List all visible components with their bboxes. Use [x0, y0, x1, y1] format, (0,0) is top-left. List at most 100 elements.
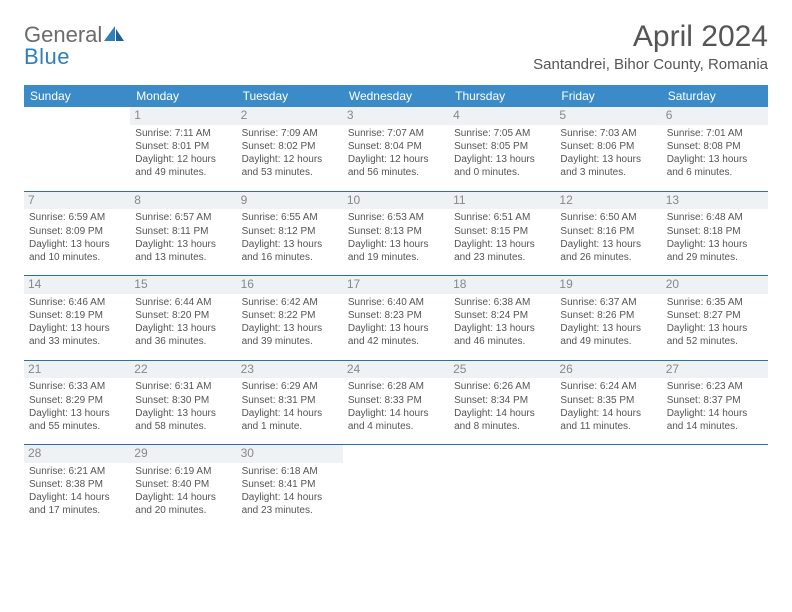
sunset-text: Sunset: 8:23 PM — [348, 309, 444, 322]
day-cell: 15Sunrise: 6:44 AMSunset: 8:20 PMDayligh… — [130, 276, 236, 360]
daylight-text: Daylight: 13 hours and 23 minutes. — [454, 238, 550, 264]
sunrise-text: Sunrise: 6:23 AM — [667, 380, 763, 393]
location: Santandrei, Bihor County, Romania — [533, 56, 768, 73]
sunrise-text: Sunrise: 6:28 AM — [348, 380, 444, 393]
sunrise-text: Sunrise: 6:29 AM — [242, 380, 338, 393]
day-cell: 26Sunrise: 6:24 AMSunset: 8:35 PMDayligh… — [555, 361, 661, 445]
day-cell: 24Sunrise: 6:28 AMSunset: 8:33 PMDayligh… — [343, 361, 449, 445]
daylight-text: Daylight: 14 hours and 8 minutes. — [454, 407, 550, 433]
sunrise-text: Sunrise: 6:33 AM — [29, 380, 125, 393]
day-cell: 9Sunrise: 6:55 AMSunset: 8:12 PMDaylight… — [237, 192, 343, 276]
month-title: April 2024 — [533, 20, 768, 54]
sunset-text: Sunset: 8:01 PM — [135, 140, 231, 153]
day-number: 27 — [662, 361, 768, 379]
day-cell: 17Sunrise: 6:40 AMSunset: 8:23 PMDayligh… — [343, 276, 449, 360]
day-number: 1 — [130, 107, 236, 125]
daylight-text: Daylight: 14 hours and 20 minutes. — [135, 491, 231, 517]
daylight-text: Daylight: 14 hours and 4 minutes. — [348, 407, 444, 433]
day-number: 7 — [24, 192, 130, 210]
day-number: 24 — [343, 361, 449, 379]
daylight-text: Daylight: 12 hours and 53 minutes. — [242, 153, 338, 179]
daylight-text: Daylight: 13 hours and 19 minutes. — [348, 238, 444, 264]
day-cell: 2Sunrise: 7:09 AMSunset: 8:02 PMDaylight… — [237, 107, 343, 191]
sunrise-text: Sunrise: 6:19 AM — [135, 465, 231, 478]
daylight-text: Daylight: 13 hours and 55 minutes. — [29, 407, 125, 433]
sunset-text: Sunset: 8:04 PM — [348, 140, 444, 153]
sunset-text: Sunset: 8:12 PM — [242, 225, 338, 238]
sunset-text: Sunset: 8:22 PM — [242, 309, 338, 322]
sunset-text: Sunset: 8:33 PM — [348, 394, 444, 407]
day-cell: 29Sunrise: 6:19 AMSunset: 8:40 PMDayligh… — [130, 445, 236, 529]
day-cell: 5Sunrise: 7:03 AMSunset: 8:06 PMDaylight… — [555, 107, 661, 191]
daylight-text: Daylight: 13 hours and 26 minutes. — [560, 238, 656, 264]
sunset-text: Sunset: 8:29 PM — [29, 394, 125, 407]
day-cell: 11Sunrise: 6:51 AMSunset: 8:15 PMDayligh… — [449, 192, 555, 276]
calendar-week: 14Sunrise: 6:46 AMSunset: 8:19 PMDayligh… — [24, 276, 768, 360]
empty-cell — [24, 107, 130, 191]
day-number: 25 — [449, 361, 555, 379]
day-cell: 3Sunrise: 7:07 AMSunset: 8:04 PMDaylight… — [343, 107, 449, 191]
logo: GeneralBlue — [24, 20, 126, 68]
empty-cell — [662, 445, 768, 529]
daylight-text: Daylight: 13 hours and 6 minutes. — [667, 153, 763, 179]
day-number: 26 — [555, 361, 661, 379]
weekday-header: Sunday — [24, 85, 130, 107]
daylight-text: Daylight: 13 hours and 42 minutes. — [348, 322, 444, 348]
weekday-header: Monday — [130, 85, 236, 107]
sunrise-text: Sunrise: 7:11 AM — [135, 127, 231, 140]
sunrise-text: Sunrise: 6:24 AM — [560, 380, 656, 393]
day-cell: 30Sunrise: 6:18 AMSunset: 8:41 PMDayligh… — [237, 445, 343, 529]
sunrise-text: Sunrise: 6:38 AM — [454, 296, 550, 309]
sunrise-text: Sunrise: 6:42 AM — [242, 296, 338, 309]
day-number: 20 — [662, 276, 768, 294]
day-cell: 1Sunrise: 7:11 AMSunset: 8:01 PMDaylight… — [130, 107, 236, 191]
daylight-text: Daylight: 13 hours and 58 minutes. — [135, 407, 231, 433]
daylight-text: Daylight: 14 hours and 14 minutes. — [667, 407, 763, 433]
sunrise-text: Sunrise: 6:59 AM — [29, 211, 125, 224]
header: GeneralBlue April 2024 Santandrei, Bihor… — [24, 20, 768, 73]
day-cell: 20Sunrise: 6:35 AMSunset: 8:27 PMDayligh… — [662, 276, 768, 360]
sunrise-text: Sunrise: 7:01 AM — [667, 127, 763, 140]
title-block: April 2024 Santandrei, Bihor County, Rom… — [533, 20, 768, 73]
sunset-text: Sunset: 8:02 PM — [242, 140, 338, 153]
sunrise-text: Sunrise: 6:35 AM — [667, 296, 763, 309]
daylight-text: Daylight: 13 hours and 10 minutes. — [29, 238, 125, 264]
sunrise-text: Sunrise: 6:53 AM — [348, 211, 444, 224]
day-cell: 28Sunrise: 6:21 AMSunset: 8:38 PMDayligh… — [24, 445, 130, 529]
sunrise-text: Sunrise: 6:57 AM — [135, 211, 231, 224]
sunrise-text: Sunrise: 7:07 AM — [348, 127, 444, 140]
daylight-text: Daylight: 14 hours and 11 minutes. — [560, 407, 656, 433]
weekday-header: Friday — [555, 85, 661, 107]
daylight-text: Daylight: 13 hours and 46 minutes. — [454, 322, 550, 348]
day-number: 9 — [237, 192, 343, 210]
sunset-text: Sunset: 8:08 PM — [667, 140, 763, 153]
weekday-header: Wednesday — [343, 85, 449, 107]
day-number: 18 — [449, 276, 555, 294]
day-cell: 13Sunrise: 6:48 AMSunset: 8:18 PMDayligh… — [662, 192, 768, 276]
daylight-text: Daylight: 13 hours and 3 minutes. — [560, 153, 656, 179]
sunrise-text: Sunrise: 6:21 AM — [29, 465, 125, 478]
sunset-text: Sunset: 8:41 PM — [242, 478, 338, 491]
sunset-text: Sunset: 8:35 PM — [560, 394, 656, 407]
sunset-text: Sunset: 8:18 PM — [667, 225, 763, 238]
day-number: 22 — [130, 361, 236, 379]
day-cell: 12Sunrise: 6:50 AMSunset: 8:16 PMDayligh… — [555, 192, 661, 276]
day-cell: 4Sunrise: 7:05 AMSunset: 8:05 PMDaylight… — [449, 107, 555, 191]
sunset-text: Sunset: 8:37 PM — [667, 394, 763, 407]
sunrise-text: Sunrise: 6:44 AM — [135, 296, 231, 309]
sunrise-text: Sunrise: 6:55 AM — [242, 211, 338, 224]
empty-cell — [449, 445, 555, 529]
calendar-page: GeneralBlue April 2024 Santandrei, Bihor… — [0, 0, 792, 549]
day-cell: 8Sunrise: 6:57 AMSunset: 8:11 PMDaylight… — [130, 192, 236, 276]
calendar-head: SundayMondayTuesdayWednesdayThursdayFrid… — [24, 85, 768, 107]
sunset-text: Sunset: 8:30 PM — [135, 394, 231, 407]
day-number: 4 — [449, 107, 555, 125]
sunset-text: Sunset: 8:15 PM — [454, 225, 550, 238]
day-cell: 6Sunrise: 7:01 AMSunset: 8:08 PMDaylight… — [662, 107, 768, 191]
sunrise-text: Sunrise: 6:48 AM — [667, 211, 763, 224]
day-number: 19 — [555, 276, 661, 294]
sunset-text: Sunset: 8:24 PM — [454, 309, 550, 322]
day-number: 11 — [449, 192, 555, 210]
day-cell: 16Sunrise: 6:42 AMSunset: 8:22 PMDayligh… — [237, 276, 343, 360]
daylight-text: Daylight: 13 hours and 29 minutes. — [667, 238, 763, 264]
